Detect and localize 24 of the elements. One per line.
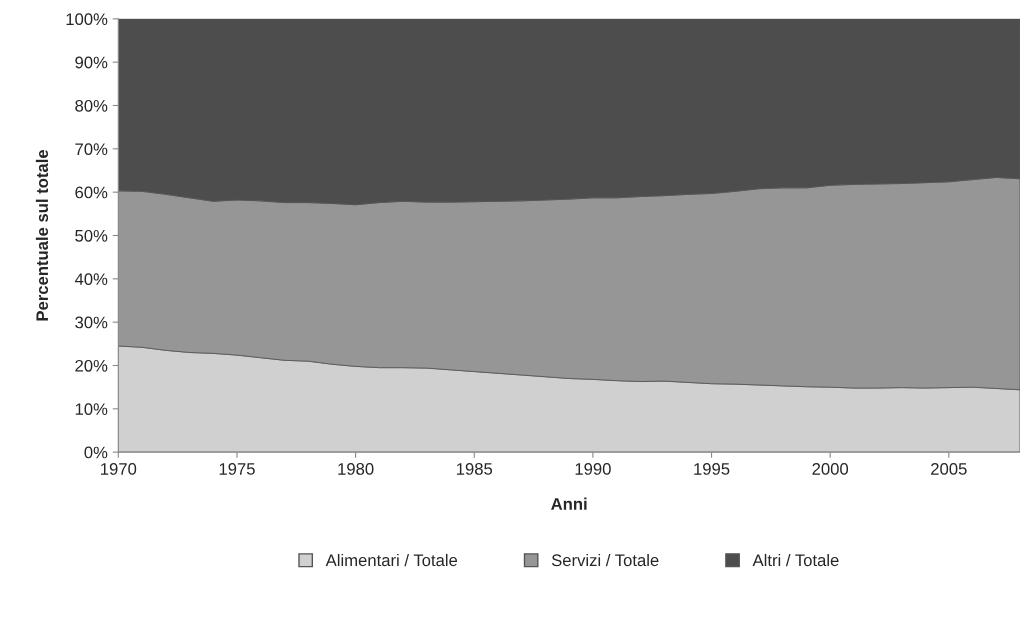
x-tick-label: 1985 xyxy=(456,463,493,475)
y-tick-label: 20% xyxy=(75,359,108,372)
y-tick-label: 80% xyxy=(75,99,108,112)
y-axis-title: Percentuale sul totale xyxy=(35,149,49,321)
x-tick-label: 1975 xyxy=(219,463,255,475)
x-tick-label: 1970 xyxy=(101,463,137,475)
x-tick-label: 1980 xyxy=(338,463,374,475)
y-tick-label: 10% xyxy=(75,403,108,416)
x-tick-label: 2000 xyxy=(812,463,849,475)
y-tick-label: 60% xyxy=(75,186,108,199)
x-axis-title: Anni xyxy=(551,497,587,510)
y-tick-label: 30% xyxy=(75,316,108,329)
y-tick-label: 50% xyxy=(75,229,108,242)
x-tick-label: 2005 xyxy=(931,463,967,475)
legend-label: Altri / Totale xyxy=(752,553,839,567)
x-tick-label: 1990 xyxy=(575,463,611,475)
y-tick-label: 100% xyxy=(66,13,108,26)
y-tick-label: 40% xyxy=(74,273,108,286)
y-tick-label: 0% xyxy=(84,446,108,459)
x-tick-label: 1995 xyxy=(694,463,730,475)
y-tick-label: 70% xyxy=(75,143,108,156)
legend-label: Servizi / Totale xyxy=(551,553,659,567)
legend-label: Alimentari / Totale xyxy=(325,553,458,567)
y-tick-label: 90% xyxy=(75,56,108,69)
